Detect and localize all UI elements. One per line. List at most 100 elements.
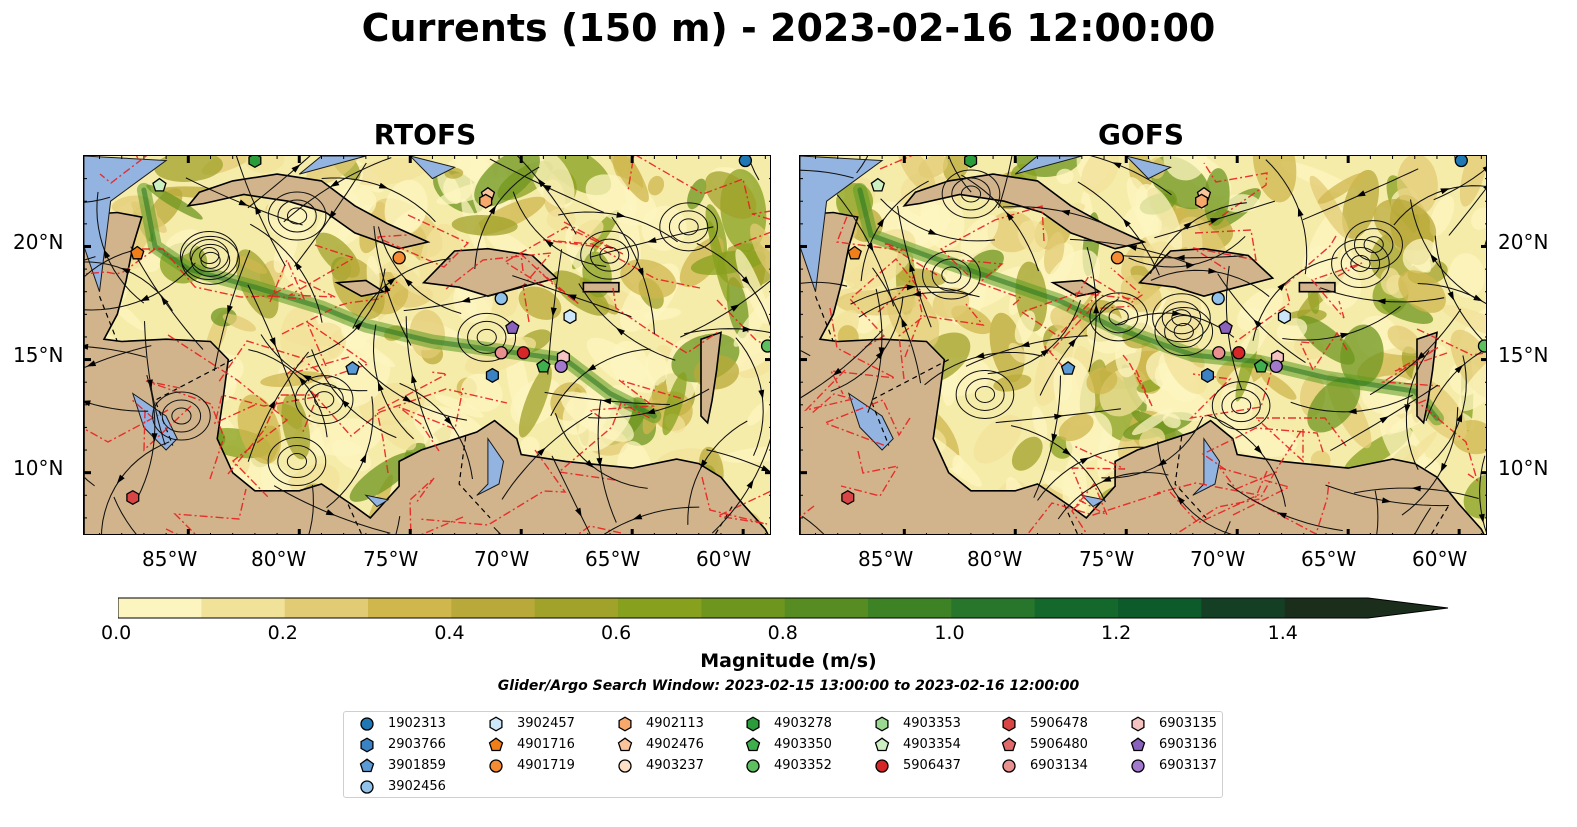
legend-marker-6903135 bbox=[1131, 716, 1145, 732]
legend-marker-4902476 bbox=[617, 737, 633, 752]
legend-marker-4903354 bbox=[874, 737, 890, 752]
legend-label: 6903137 bbox=[1159, 758, 1217, 773]
float-marker-1902313 bbox=[738, 156, 753, 168]
lon-tick-rtofs-60: 60°W bbox=[696, 547, 752, 571]
float-marker-4901716 bbox=[130, 245, 145, 260]
lon-tick-rtofs-70: 70°W bbox=[474, 547, 530, 571]
colorbar-tick-label: 1.0 bbox=[934, 622, 965, 644]
legend-marker-5906478 bbox=[1002, 716, 1016, 732]
colorbar-extend-arrow bbox=[1368, 598, 1448, 618]
colorbar-tick-label: 0.0 bbox=[101, 622, 132, 644]
colorbar-tick-label: 0.2 bbox=[267, 622, 298, 644]
legend-label: 6903134 bbox=[1030, 758, 1088, 773]
legend-marker-6903136 bbox=[1130, 737, 1146, 752]
legend-label: 5906480 bbox=[1030, 737, 1088, 752]
legend-marker-4901716 bbox=[488, 737, 504, 752]
legend-label: 4903352 bbox=[774, 758, 832, 773]
float-marker-6903137 bbox=[554, 359, 568, 374]
lon-tick-gofs-80: 80°W bbox=[967, 547, 1023, 571]
legend-label: 3901859 bbox=[388, 758, 446, 773]
float-marker-3901859 bbox=[1060, 360, 1076, 375]
colorbar-segment bbox=[868, 598, 952, 618]
legend-label: 4903278 bbox=[774, 716, 832, 731]
legend-marker-3902456 bbox=[360, 780, 374, 794]
land bbox=[84, 156, 769, 534]
float-marker-5906437 bbox=[1232, 346, 1246, 360]
lon-tick-gofs-65: 65°W bbox=[1301, 547, 1357, 571]
float-marker-5906437 bbox=[516, 346, 531, 360]
land-yucatan bbox=[800, 156, 1485, 534]
float-marker-3902457 bbox=[1277, 309, 1291, 325]
colorbar-tick-label: 1.4 bbox=[1267, 622, 1298, 644]
lon-tick-rtofs-80: 80°W bbox=[251, 547, 307, 571]
float-marker-6903136 bbox=[505, 320, 520, 335]
float-marker-4902113 bbox=[479, 193, 493, 209]
legend-label: 2903766 bbox=[388, 737, 446, 752]
legend-marker-4903353 bbox=[875, 716, 889, 732]
panel-title-rtofs: RTOFS bbox=[373, 118, 477, 151]
panel-title-gofs: GOFS bbox=[1097, 118, 1185, 151]
float-legend: 1902313 2903766 3901859 3902456 3902457 49017… bbox=[343, 711, 1223, 798]
colorbar-segment bbox=[1284, 598, 1369, 618]
float-marker-4903350 bbox=[536, 358, 551, 373]
float-markers bbox=[126, 156, 770, 506]
legend-marker-5906480 bbox=[1001, 737, 1017, 752]
colorbar-tick-label: 0.6 bbox=[601, 622, 632, 644]
lat-tick-left-15: 15°N bbox=[13, 343, 64, 367]
float-marker-4903350 bbox=[1253, 358, 1269, 373]
land-jamaica bbox=[334, 279, 386, 298]
float-marker-4903278 bbox=[248, 156, 262, 169]
float-marker-1902313 bbox=[1454, 156, 1468, 168]
float-markers bbox=[841, 156, 1486, 506]
legend-label: 4902113 bbox=[646, 716, 704, 731]
legend-label: 3902456 bbox=[388, 779, 446, 794]
float-marker-2903766 bbox=[485, 367, 499, 383]
float-marker-4901716 bbox=[847, 245, 862, 260]
colorbar-segment bbox=[534, 598, 619, 618]
legend-marker-4903352 bbox=[746, 759, 760, 773]
float-marker-4901719 bbox=[1110, 251, 1125, 265]
legend-label: 1902313 bbox=[388, 716, 446, 731]
land-cuba bbox=[902, 173, 1147, 250]
float-marker-4903278 bbox=[964, 156, 978, 169]
eez-boundaries bbox=[84, 156, 770, 534]
legend-marker-4903278 bbox=[746, 716, 760, 732]
search-window-note: Glider/Argo Search Window: 2023-02-15 13… bbox=[497, 678, 1080, 694]
float-marker-5906478 bbox=[126, 489, 140, 506]
float-marker-4903354 bbox=[152, 177, 167, 192]
land-cuba bbox=[186, 173, 431, 250]
streamlines bbox=[800, 156, 1486, 534]
legend-label: 5906478 bbox=[1030, 716, 1088, 731]
colorbar-segment bbox=[951, 598, 1036, 618]
colorbar bbox=[117, 596, 1458, 624]
lat-tick-left-20: 20°N bbox=[13, 230, 64, 254]
colorbar-tick-label: 0.4 bbox=[434, 622, 465, 644]
colorbar-segment bbox=[368, 598, 452, 618]
legend-marker-3901859 bbox=[359, 758, 375, 773]
streamlines bbox=[84, 156, 770, 534]
float-marker-4901719 bbox=[392, 251, 406, 265]
float-marker-4903352 bbox=[760, 339, 770, 353]
legend-label: 4903237 bbox=[646, 758, 704, 773]
float-marker-4903352 bbox=[1477, 339, 1486, 353]
lat-tick-right-20: 20°N bbox=[1498, 230, 1549, 254]
legend-label: 4901716 bbox=[517, 737, 575, 752]
land-antilles bbox=[700, 331, 722, 425]
legend-marker-4901719 bbox=[489, 759, 503, 773]
colorbar-segment bbox=[284, 598, 369, 618]
lon-tick-gofs-60: 60°W bbox=[1412, 547, 1468, 571]
float-marker-2903766 bbox=[1201, 367, 1215, 383]
float-marker-3902457 bbox=[563, 309, 577, 325]
legend-marker-5906437 bbox=[875, 759, 889, 773]
colorbar-segment bbox=[784, 598, 869, 618]
float-marker-6903136 bbox=[1218, 320, 1233, 335]
colorbar-segment bbox=[1034, 598, 1119, 618]
lon-tick-rtofs-85: 85°W bbox=[142, 547, 198, 571]
lon-tick-rtofs-75: 75°W bbox=[363, 547, 419, 571]
figure-title: Currents (150 m) - 2023-02-16 12:00:00 bbox=[361, 6, 1216, 50]
legend-label: 3902457 bbox=[517, 716, 575, 731]
land bbox=[800, 156, 1485, 534]
legend-label: 4902476 bbox=[646, 737, 704, 752]
legend-marker-3902457 bbox=[489, 716, 503, 732]
float-marker-3902456 bbox=[494, 291, 508, 306]
